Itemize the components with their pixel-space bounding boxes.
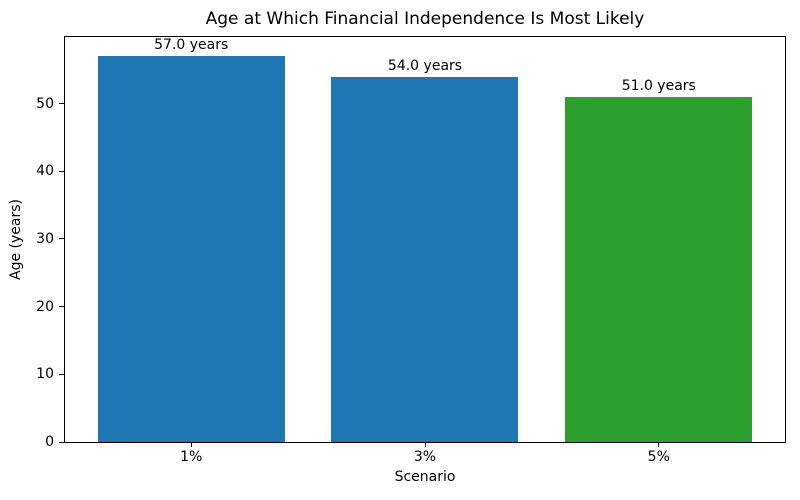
x-axis-tick-label: 5% bbox=[647, 449, 670, 465]
x-axis-tick bbox=[190, 442, 192, 447]
y-axis-label: Age (years) bbox=[6, 36, 26, 443]
y-axis-label-text: Age (years) bbox=[8, 199, 24, 280]
bar-value-label: 54.0 years bbox=[387, 57, 463, 74]
x-axis-tick bbox=[424, 442, 426, 447]
y-axis-tick-label: 40 bbox=[36, 163, 54, 180]
x-axis-tick-label: 1% bbox=[180, 449, 203, 465]
bar-5pct bbox=[565, 96, 753, 442]
y-axis-tick-label: 30 bbox=[36, 230, 54, 247]
y-axis-tick bbox=[59, 373, 64, 375]
y-axis-tick bbox=[59, 306, 64, 308]
y-axis-tick-label: 50 bbox=[36, 95, 54, 112]
y-axis-tick-label: 20 bbox=[36, 298, 54, 315]
y-axis-tick bbox=[59, 238, 64, 240]
chart-title: Age at Which Financial Independence Is M… bbox=[205, 9, 645, 29]
bar-value-label: 57.0 years bbox=[154, 37, 229, 54]
y-axis-tick bbox=[59, 103, 64, 105]
x-axis-tick bbox=[658, 442, 660, 447]
x-axis-tick-label: 3% bbox=[413, 449, 437, 465]
y-axis-tick-label: 0 bbox=[45, 434, 54, 450]
bar-3pct bbox=[331, 76, 519, 442]
bar-1pct bbox=[97, 56, 285, 442]
y-axis-tick bbox=[59, 170, 64, 172]
x-axis-label: Scenario bbox=[394, 469, 456, 485]
plot-area: 0 10 20 30 40 50 57.0 years 1% 54.0 years 3% 51.0 … bbox=[36, 36, 786, 465]
y-axis-tick-label: 10 bbox=[36, 366, 54, 383]
y-axis-tick bbox=[59, 441, 64, 443]
bar-value-label: 51.0 years bbox=[621, 77, 696, 94]
